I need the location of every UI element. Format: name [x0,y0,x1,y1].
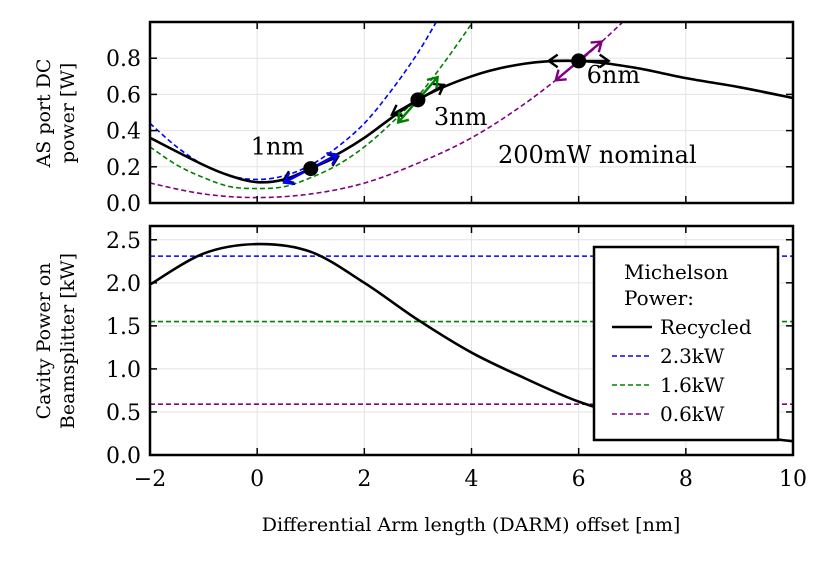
x-tick-label: 4 [465,467,479,492]
x-tick-label: 8 [679,467,693,492]
annotation-nominal: 200mW nominal [498,141,697,169]
bottom-ylabel-line1: Cavity Power on [33,263,55,420]
point-label-1nm: 1nm [251,133,305,161]
y-tick-label: 0.6 [106,83,141,108]
top-series-recycled [150,59,793,184]
x-tick-label: −2 [134,467,166,492]
legend-entry-0.6kw: 0.6kW [660,402,725,426]
bottom-ylabel-line2: Beamsplitter [kW] [57,253,79,429]
x-tick-label: 6 [572,467,586,492]
legend-entry-recycled: Recycled [660,315,752,339]
top-series-p06 [150,22,624,199]
y-tick-label: 0.0 [106,444,141,469]
legend-entry-1.6kw: 1.6kW [660,373,725,397]
y-tick-label: 0.4 [106,120,141,145]
y-tick-label: 1.0 [106,358,141,383]
y-tick-label: 2.0 [106,272,141,297]
legend-title-line2: Power: [624,286,694,310]
legend-box [592,245,780,442]
bottom-panel-axes: 0.0 0.5 1.0 1.5 2.0 2.5 −2 0 2 4 6 8 10 [106,224,807,492]
operating-point-1nm [303,161,319,177]
y-tick-label: 2.5 [106,229,141,254]
top-ylabel-line1: AS port DC [33,59,55,169]
legend-entry-2.3kw: 2.3kW [660,344,725,368]
top-panel-axes: 1nm 3nm 6nm 0.0 0.2 0.4 0.6 0.8 [106,20,795,217]
y-tick-label: 0.0 [106,192,141,217]
top-series-p16 [150,22,474,190]
y-tick-label: 0.8 [106,47,141,72]
x-tick-label: 10 [779,467,807,492]
y-tick-label: 1.5 [106,315,141,340]
y-tick-label: 0.2 [106,156,141,181]
x-axis-label: Differential Arm length (DARM) offset [n… [262,514,681,536]
operating-point-3nm [410,92,426,108]
point-label-3nm: 3nm [434,103,488,131]
x-tick-label: 2 [357,467,371,492]
legend-title-line1: Michelson [624,260,728,284]
x-tick-label: 0 [250,467,264,492]
point-label-6nm: 6nm [587,61,641,89]
operating-point-6nm [571,53,587,69]
y-tick-label: 0.5 [106,401,141,426]
legend: Michelson Power: Recycled 2.3kW 1.6kW 0.… [592,245,780,442]
top-ylabel-line2: power [W] [57,63,79,164]
